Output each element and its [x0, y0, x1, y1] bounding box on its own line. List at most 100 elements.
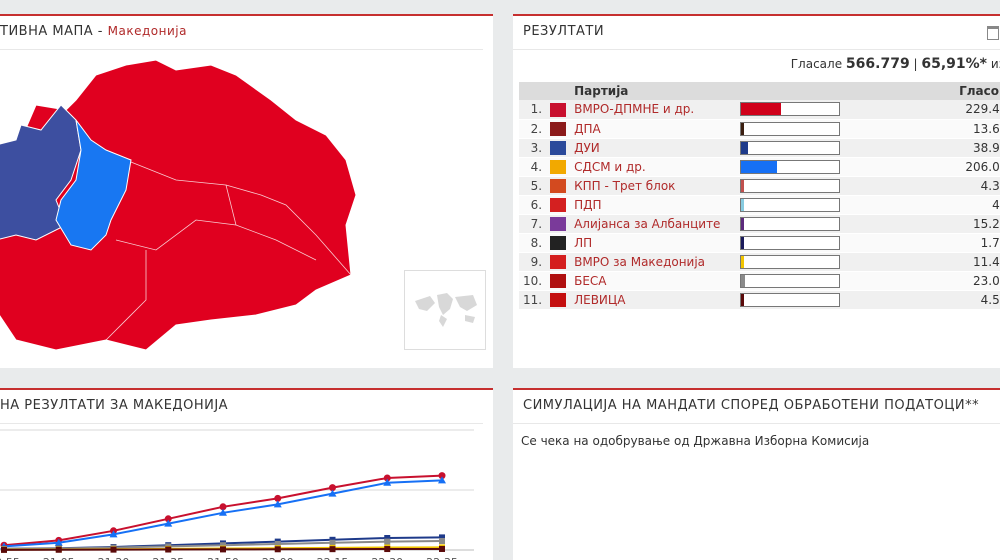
vote-count: 1.742 [846, 233, 1000, 253]
x-tick-label: 22:15 [317, 556, 349, 560]
party-logo-cell [546, 195, 571, 215]
result-row[interactable]: 4. СДСМ и др. 206.075 [519, 157, 1000, 177]
results-title-row: РЕЗУЛТАТИ [513, 16, 1000, 50]
simulation-message: Се чека на одобрување од Државна Изборна… [521, 434, 870, 448]
col-votes[interactable]: Гласови [846, 82, 1000, 100]
vote-count: 13.650 [846, 119, 1000, 139]
map-panel: ТИВНА МАПА - Македонија [0, 14, 493, 368]
data-point [329, 536, 336, 543]
vote-count: 229.428 [846, 100, 1000, 120]
vote-bar-fill [741, 179, 745, 192]
x-tick-label: 21:05 [43, 556, 75, 560]
vote-bar [740, 159, 841, 174]
data-point [1, 546, 7, 553]
party-logo-icon [550, 235, 567, 250]
vote-bar [740, 216, 841, 231]
party-name[interactable]: ВМРО-ДПМНЕ и др. [570, 100, 737, 120]
data-point [274, 541, 281, 547]
table-icon[interactable] [987, 26, 999, 40]
row-number: 5. [519, 176, 547, 196]
map-title: ТИВНА МАПА - Македонија [0, 24, 187, 39]
vote-bar-fill [741, 198, 745, 211]
turnout-count: 566.779 [845, 56, 910, 72]
party-name[interactable]: ЛП [570, 233, 737, 253]
party-logo-cell [546, 119, 571, 139]
vote-bar-cell [736, 100, 847, 120]
data-point [329, 539, 336, 546]
map-title-text: ТИВНА МАПА - [0, 24, 108, 39]
vote-bar-fill [741, 160, 777, 173]
macedonia-map[interactable] [0, 50, 493, 368]
vote-bar [740, 254, 841, 269]
result-row[interactable]: 3. ДУИ 38.985 [519, 138, 1000, 158]
party-name[interactable]: ДУИ [570, 138, 737, 158]
party-logo-cell [546, 157, 571, 177]
result-row[interactable]: 7. Алијанса за Албанците 15.261 [519, 214, 1000, 234]
party-name[interactable]: ЛЕВИЦА [570, 290, 737, 310]
row-number: 8. [519, 233, 547, 253]
map-subtitle-link[interactable]: Македонија [107, 24, 187, 38]
party-name[interactable]: КПП - Трет блок [570, 176, 737, 196]
party-name[interactable]: БЕСА [570, 271, 737, 291]
party-name[interactable]: ДПА [570, 119, 737, 139]
turnout-percent: 65,91%* [921, 56, 987, 72]
turnout-separator: | [909, 57, 922, 71]
result-row[interactable]: 9. ВМРО за Македонија 11.421 [519, 252, 1000, 272]
result-row[interactable]: 2. ДПА 13.650 [519, 119, 1000, 139]
x-tick-label: 22:30 [371, 556, 403, 560]
vote-count: 4.575 [846, 290, 1000, 310]
vote-bar-cell [736, 195, 847, 215]
data-point [384, 535, 391, 541]
party-name[interactable]: ВМРО за Македонија [570, 252, 737, 272]
row-number: 10. [519, 271, 547, 291]
party-name[interactable]: СДСМ и др. [570, 157, 737, 177]
result-row[interactable]: 6. ПДП 496 [519, 195, 1000, 215]
result-row[interactable]: 1. ВМРО-ДПМНЕ и др. 229.428 [519, 100, 1000, 120]
party-logo-icon [550, 216, 567, 231]
map-region-darkblue[interactable] [0, 104, 82, 241]
data-point [439, 545, 445, 552]
vote-bar-cell [736, 176, 847, 196]
data-point [439, 538, 445, 544]
data-point [165, 546, 172, 553]
party-logo-cell [546, 252, 571, 272]
vote-count: 38.985 [846, 138, 1000, 158]
map-region-red[interactable] [0, 59, 357, 351]
data-point [55, 546, 62, 553]
turnout-summary: Гласале 566.779 | 65,91%* из [791, 56, 1000, 72]
vote-bar [740, 121, 841, 136]
simulation-title-row: СИМУЛАЦИЈА НА МАНДАТИ СПОРЕД ОБРАБОТЕНИ … [513, 390, 1000, 424]
vote-count: 4.394 [846, 176, 1000, 196]
party-logo-icon [550, 140, 567, 155]
data-point [383, 478, 392, 486]
vote-bar-fill [741, 103, 781, 116]
party-logo-cell [546, 233, 571, 253]
result-row[interactable]: 8. ЛП 1.742 [519, 233, 1000, 253]
col-bar [736, 82, 847, 100]
vote-bar-cell [736, 214, 847, 234]
col-party[interactable]: Партија [570, 82, 737, 100]
result-row[interactable]: 11. ЛЕВИЦА 4.575 [519, 290, 1000, 310]
vote-bar [740, 178, 841, 193]
vote-bar [740, 292, 841, 307]
result-row[interactable]: 5. КПП - Трет блок 4.394 [519, 176, 1000, 196]
party-name[interactable]: ПДП [570, 195, 737, 215]
vote-bar-fill [741, 274, 746, 287]
col-logo [546, 82, 571, 100]
vote-bar [740, 273, 841, 288]
data-point [164, 515, 172, 523]
vote-bar-cell [736, 271, 847, 291]
data-point [110, 546, 117, 553]
party-logo-icon [550, 178, 567, 193]
trend-chart[interactable]: 20:55 21:05 21:20 21:35 21:50 22:00 22:15 22:30… [0, 424, 493, 560]
data-point [384, 546, 391, 553]
party-name[interactable]: Алијанса за Албанците [570, 214, 737, 234]
result-row[interactable]: 10. БЕСА 23.049 [519, 271, 1000, 291]
data-point [438, 472, 446, 480]
data-point [384, 538, 391, 545]
map-region-lightblue[interactable] [55, 119, 132, 251]
party-logo-icon [550, 254, 567, 269]
world-map-thumbnail[interactable] [404, 270, 486, 350]
trend-panel: НА РЕЗУЛТАТИ ЗА МАКЕДОНИЈА 20:55 21:05 21:… [0, 388, 493, 560]
vote-bar-cell [736, 290, 847, 310]
